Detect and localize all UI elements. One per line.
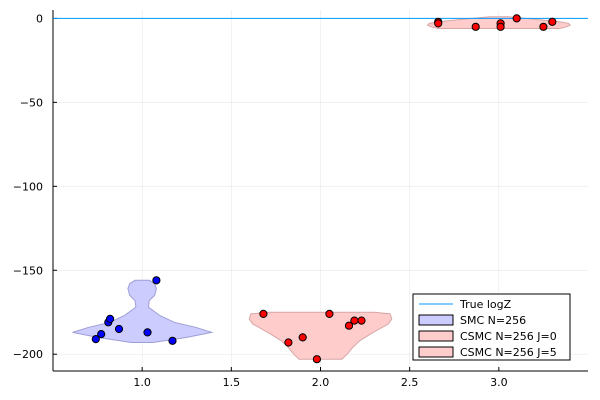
y-tick-label: 0 [36,12,43,25]
data-point [259,309,268,318]
axes: 1.0 1.5 2.0 2.5 3.0 0 −50 −100 −150 −200 [13,10,588,389]
y-tick-label: −50 [20,96,43,109]
data-point [152,276,161,285]
data-point [284,338,293,347]
legend-label: CSMC N=256 J=0 [460,330,557,343]
violin-1 [72,279,214,343]
points [91,14,557,364]
data-point [168,336,177,345]
legend-swatch-series-1 [418,314,454,326]
data-point [91,335,100,344]
x-tick-label: 1.0 [133,376,151,389]
x-tick-label: 1.5 [223,376,241,389]
data-point [114,324,124,334]
data-point [350,316,359,325]
legend-swatch-series-3 [418,346,454,358]
legend-swatch-series-2 [418,330,454,342]
x-tick-label: 2.5 [401,376,419,389]
data-point [298,333,307,342]
data-point [325,309,334,318]
legend: True logZ SMC N=256 CSMC N=256 J=0 CSMC N=2… [412,293,571,361]
data-point [548,17,557,26]
data-point [512,14,521,23]
data-point [106,314,115,323]
data-point [496,22,505,31]
violin-2 [248,311,393,360]
data-point [312,355,321,364]
data-point [143,328,152,337]
legend-label: CSMC N=256 J=5 [460,346,557,359]
x-tick-label: 2.0 [312,376,330,389]
data-point [434,19,443,28]
legend-label: SMC N=256 [460,314,526,327]
data-point [471,22,480,31]
y-tick-label: −100 [13,180,43,193]
y-tick-label: −200 [13,348,43,361]
data-point [357,316,366,325]
data-point [539,22,548,31]
data-point [344,321,354,330]
data-point [97,330,106,339]
legend-label: True logZ [459,298,512,311]
x-tick-label: 3.0 [490,376,508,389]
y-tick-label: −150 [13,264,43,277]
